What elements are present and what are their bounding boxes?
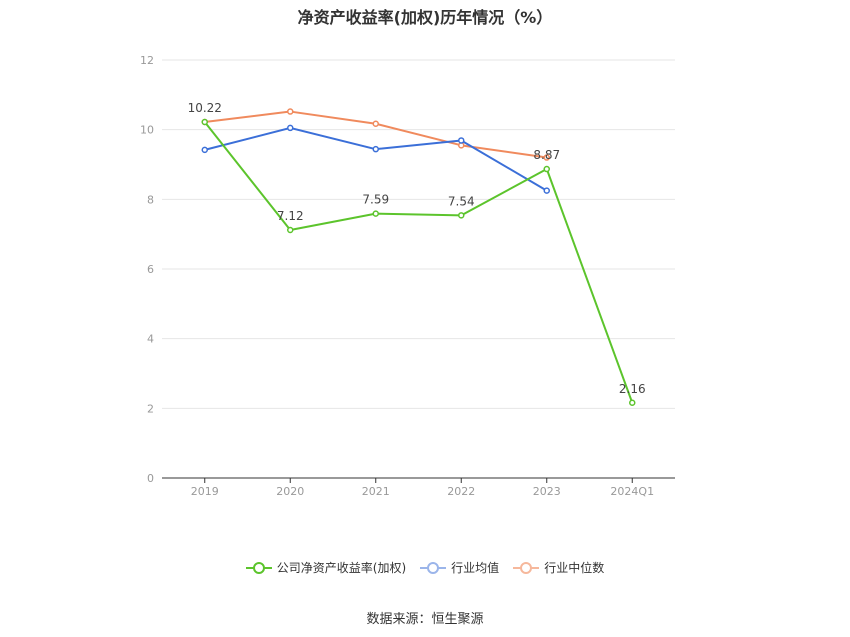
data-point: [458, 137, 465, 144]
data-point: [458, 212, 465, 219]
data-point: [543, 165, 550, 173]
y-tick-label: 12: [140, 54, 154, 67]
legend: 公司净资产收益率(加权) 行业均值 行业中位数: [0, 559, 850, 576]
data-point: [287, 226, 294, 234]
legend-item-industry-mean[interactable]: 行业均值: [420, 559, 499, 576]
data-point: [543, 187, 550, 194]
legend-item-company[interactable]: 公司净资产收益率(加权): [245, 559, 407, 576]
legend-marker-orange: [513, 561, 540, 574]
y-tick-label: 2: [147, 402, 154, 415]
series-line: [203, 121, 634, 404]
series-lines: [201, 108, 636, 407]
data-label: 8.87: [533, 148, 560, 162]
data-point: [287, 124, 294, 132]
data-point: [201, 146, 208, 154]
y-tick-label: 6: [147, 263, 154, 276]
legend-item-industry-median[interactable]: 行业中位数: [513, 559, 604, 576]
chart-title: 净资产收益率(加权)历年情况（%）: [297, 8, 553, 27]
data-source: 数据来源：恒生聚源: [366, 612, 484, 627]
legend-label-company: 公司净资产收益率(加权): [276, 561, 407, 575]
data-label: 7.54: [448, 194, 475, 208]
data-point: [372, 145, 379, 153]
data-label: 2.16: [619, 382, 646, 396]
grid-lines: [162, 59, 675, 409]
x-tick-label: 2021: [362, 485, 390, 498]
legend-label-industry-median: 行业中位数: [544, 561, 605, 575]
data-point: [372, 210, 379, 217]
legend-marker-green: [245, 561, 272, 574]
axes: 0 2 4 6 8 10 12 2019 2020 2021 2022 2023 2024Q1: [140, 54, 675, 498]
data-point: [372, 120, 379, 127]
data-point: [629, 399, 636, 407]
y-tick-label: 8: [147, 193, 154, 206]
legend-marker-blue: [420, 561, 447, 574]
x-tick-label: 2019: [191, 485, 219, 498]
data-label: 7.12: [277, 209, 304, 223]
x-tick-label: 2023: [533, 485, 561, 498]
data-point: [287, 108, 294, 115]
data-label: 7.59: [362, 193, 389, 207]
y-tick-label: 4: [147, 333, 154, 346]
data-point: [201, 118, 208, 126]
x-tick-label: 2022: [447, 485, 475, 498]
y-tick-label: 10: [140, 124, 154, 137]
data-point: [543, 154, 550, 161]
data-label: 10.22: [188, 101, 222, 115]
x-tick-label: 2024Q1: [610, 485, 654, 498]
x-tick-label: 2020: [276, 485, 304, 498]
y-tick-label: 0: [147, 472, 154, 485]
data-labels: 10.22 7.12 7.59 7.54 8.87 2.16: [188, 101, 646, 396]
legend-label-industry-mean: 行业均值: [451, 561, 500, 575]
series-line: [204, 126, 548, 192]
